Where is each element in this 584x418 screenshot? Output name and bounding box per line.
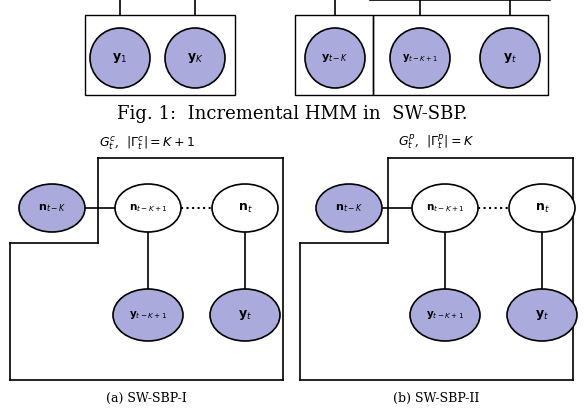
Bar <box>373 15 548 95</box>
Ellipse shape <box>113 289 183 341</box>
Ellipse shape <box>19 184 85 232</box>
Ellipse shape <box>115 184 181 232</box>
Text: $\mathbf{y}_{t-K+1}$: $\mathbf{y}_{t-K+1}$ <box>426 309 464 321</box>
Text: $\mathbf{n}_{t-K+1}$: $\mathbf{n}_{t-K+1}$ <box>128 202 168 214</box>
Text: $\mathbf{n}_{t-K}$: $\mathbf{n}_{t-K}$ <box>335 202 363 214</box>
Text: $\mathbf{n}_t$: $\mathbf{n}_t$ <box>534 201 550 214</box>
Text: $\mathbf{n}_{t-K+1}$: $\mathbf{n}_{t-K+1}$ <box>426 202 464 214</box>
Ellipse shape <box>165 28 225 88</box>
Ellipse shape <box>212 184 278 232</box>
Text: (a) SW-SBP-I: (a) SW-SBP-I <box>106 392 187 405</box>
Bar <box>10 158 98 243</box>
Ellipse shape <box>390 28 450 88</box>
Text: $\mathbf{y}_t$: $\mathbf{y}_t$ <box>535 308 549 322</box>
Text: $\mathbf{y}_{t-K+1}$: $\mathbf{y}_{t-K+1}$ <box>402 52 438 64</box>
Text: $G_t^c$,  $|\Gamma_t^c| = K+1$: $G_t^c$, $|\Gamma_t^c| = K+1$ <box>99 135 194 152</box>
Text: $\mathbf{n}_{t-K}$: $\mathbf{n}_{t-K}$ <box>38 202 66 214</box>
Ellipse shape <box>90 28 150 88</box>
Ellipse shape <box>507 289 577 341</box>
Ellipse shape <box>410 289 480 341</box>
Text: $\mathbf{n}_t$: $\mathbf{n}_t$ <box>238 201 252 214</box>
Text: $\mathbf{y}_{t-K}$: $\mathbf{y}_{t-K}$ <box>321 52 349 64</box>
Text: $\mathbf{y}_K$: $\mathbf{y}_K$ <box>187 51 203 65</box>
Text: $\mathbf{y}_t$: $\mathbf{y}_t$ <box>238 308 252 322</box>
Bar <box>85 15 235 95</box>
Text: $\mathbf{y}_1$: $\mathbf{y}_1$ <box>113 51 127 65</box>
Text: (b) SW-SBP-II: (b) SW-SBP-II <box>393 392 479 405</box>
Ellipse shape <box>412 184 478 232</box>
Ellipse shape <box>316 184 382 232</box>
Bar <box>295 15 373 95</box>
Ellipse shape <box>480 28 540 88</box>
Text: $\mathbf{y}_t$: $\mathbf{y}_t$ <box>503 51 517 65</box>
Text: Fig. 1:  Incremental HMM in  SW-SBP.: Fig. 1: Incremental HMM in SW-SBP. <box>117 105 467 123</box>
Text: $\mathbf{y}_{t-K+1}$: $\mathbf{y}_{t-K+1}$ <box>129 309 167 321</box>
Ellipse shape <box>210 289 280 341</box>
Bar <box>300 158 388 243</box>
Text: $G_t^p$,  $|\Gamma_t^p| = K$: $G_t^p$, $|\Gamma_t^p| = K$ <box>398 133 475 152</box>
Ellipse shape <box>305 28 365 88</box>
Ellipse shape <box>509 184 575 232</box>
